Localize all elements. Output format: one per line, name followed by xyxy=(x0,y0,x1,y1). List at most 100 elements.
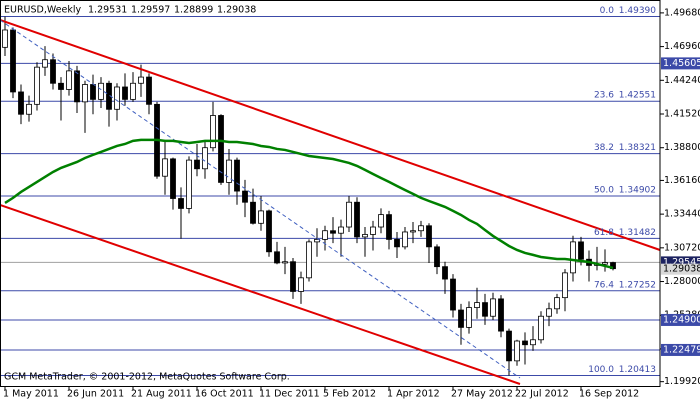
y-tick-label: 1.44240 xyxy=(664,75,700,86)
y-tick-label: 1.30720 xyxy=(664,242,700,253)
candle-body xyxy=(250,201,256,224)
candle-body xyxy=(242,190,248,203)
candle-body xyxy=(410,230,416,233)
candle-body xyxy=(2,29,8,48)
candle-body xyxy=(26,103,32,115)
candle-body xyxy=(522,340,528,346)
candle-body xyxy=(114,86,120,110)
fibo-price: 1.42551 xyxy=(619,91,656,101)
candle-body xyxy=(162,158,168,177)
candle-body xyxy=(194,159,200,170)
candle-body xyxy=(298,277,304,292)
bid-box-label: 1.29545 xyxy=(663,257,700,268)
candle-body xyxy=(338,226,344,234)
fibo-price: 1.27252 xyxy=(619,280,656,290)
candle-body xyxy=(314,239,320,243)
price-box-label: 1.45605 xyxy=(663,58,700,69)
candle-body xyxy=(266,210,272,253)
candle-body xyxy=(322,230,328,240)
plot-area xyxy=(0,15,660,377)
y-tick-label: 1.49680 xyxy=(664,7,700,18)
candle-body xyxy=(490,298,496,317)
close-box xyxy=(661,263,700,275)
candle-body xyxy=(514,340,520,362)
price-box xyxy=(661,313,700,326)
x-tick-label: 1 Apr 2012 xyxy=(387,389,440,400)
candle-body xyxy=(450,278,456,311)
fibo-ratio: 61.8 xyxy=(594,228,614,238)
candle-body xyxy=(50,59,56,84)
lower-channel-line xyxy=(0,204,521,385)
header-close: 1.29038 xyxy=(217,5,256,16)
candle-body xyxy=(274,251,280,264)
price-box xyxy=(661,343,700,356)
x-tick-label: 5 Feb 2012 xyxy=(323,389,376,400)
fibo-ratio: 76.4 xyxy=(594,280,614,290)
candle-body xyxy=(394,239,400,248)
symbol-title: EURUSD,Weekly xyxy=(4,5,82,16)
y-tick-label: 1.41520 xyxy=(664,109,700,120)
candle-body xyxy=(570,241,576,274)
candle-body xyxy=(602,262,608,265)
candle-body xyxy=(146,76,152,105)
header-open: 1.29531 xyxy=(88,5,127,16)
candle-body xyxy=(370,226,376,235)
candle-body xyxy=(610,262,616,270)
candle-body xyxy=(130,82,136,100)
candle-body xyxy=(442,266,448,280)
fibo-price: 1.31482 xyxy=(619,228,656,238)
candle-body xyxy=(554,297,560,310)
y-tick-label: 1.19920 xyxy=(664,376,700,387)
y-tick-label: 1.33440 xyxy=(664,209,700,220)
x-tick-label: 26 Jun 2011 xyxy=(67,389,124,400)
candle-body xyxy=(530,339,536,346)
price-box-label: 1.24900 xyxy=(663,314,700,325)
candle-body xyxy=(498,298,504,332)
candle-body xyxy=(354,201,360,238)
candle-body xyxy=(202,147,208,170)
candle-body xyxy=(434,246,440,268)
upper-channel-line xyxy=(0,19,661,251)
candle-body xyxy=(474,302,480,308)
candle-body xyxy=(346,201,352,228)
fibo-ratio: 38.2 xyxy=(594,143,614,153)
fibo-trend-line xyxy=(0,19,521,379)
fibo-ratio: 0.0 xyxy=(600,6,615,16)
candle-body xyxy=(186,159,192,209)
fibo-ratio: 50.0 xyxy=(594,186,614,196)
candle-body xyxy=(282,261,288,264)
candle-body xyxy=(386,214,392,240)
candle-body xyxy=(178,198,184,209)
candle-body xyxy=(562,272,568,299)
candle-body xyxy=(226,159,232,183)
candle-body xyxy=(466,307,472,328)
y-tick-label: 1.38800 xyxy=(664,142,700,153)
x-tick-label: 22 Jul 2012 xyxy=(515,389,569,400)
y-tick-label: 1.46960 xyxy=(664,41,700,52)
price-box xyxy=(661,57,700,70)
candle-body xyxy=(546,308,552,317)
candle-body xyxy=(98,82,104,100)
fibo-price: 1.20413 xyxy=(619,365,656,375)
fibo-price: 1.38321 xyxy=(619,143,656,153)
y-tick-label: 1.28000 xyxy=(664,276,700,287)
fibo-ratio: 100.0 xyxy=(588,365,614,375)
candle-body xyxy=(578,241,584,260)
x-tick-label: 16 Sep 2012 xyxy=(579,389,639,400)
candle-body xyxy=(362,234,368,238)
y-tick-label: 1.36160 xyxy=(664,175,700,186)
header-high: 1.29597 xyxy=(131,5,170,16)
x-tick-label: 21 Aug 2011 xyxy=(131,389,192,400)
candle-body xyxy=(170,158,176,199)
candle-body xyxy=(42,59,48,68)
candle-body xyxy=(18,91,24,115)
candle-body xyxy=(218,115,224,183)
fibo-ratio: 23.6 xyxy=(594,91,614,101)
candle-body xyxy=(74,70,80,103)
overlay: 1.49390 0.0 1.42551 23.6 1.38321 38.2 1.34902 5… xyxy=(4,6,656,375)
candle-body xyxy=(330,230,336,234)
fibo-price: 1.34902 xyxy=(619,186,656,196)
watermark: GCM MetaTrader, © 2001-2012, MetaQuotes … xyxy=(4,372,290,383)
